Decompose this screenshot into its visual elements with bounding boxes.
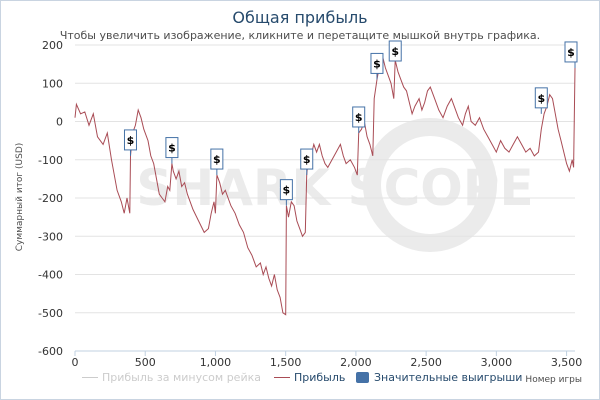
big-win-marker[interactable] <box>564 41 578 63</box>
x-tick-label: 0 <box>72 356 79 369</box>
legend-item-big-wins[interactable]: Значительные выигрыши <box>356 371 522 384</box>
big-win-marker[interactable] <box>165 137 179 159</box>
big-win-marker-symbol: $ <box>373 57 381 70</box>
big-win-marker-symbol: $ <box>391 45 399 58</box>
y-tick-label: -200 <box>38 192 63 205</box>
legend-rake-label: Прибыль за минусом рейка <box>102 371 261 384</box>
big-win-marker[interactable] <box>352 106 366 128</box>
y-tick-label: 200 <box>42 39 63 52</box>
y-tick-label: -500 <box>38 307 63 320</box>
y-tick-label: -400 <box>38 269 63 282</box>
x-tick-label: 1,500 <box>270 356 302 369</box>
big-win-marker-symbol: $ <box>168 142 176 155</box>
legend-big-wins-box-icon <box>356 372 369 383</box>
big-win-marker-symbol: $ <box>537 92 545 105</box>
big-win-marker-symbol: $ <box>213 153 221 166</box>
watermark-text: SHARK SCOPE <box>136 159 533 217</box>
big-win-marker-symbol: $ <box>127 134 135 147</box>
big-win-marker[interactable] <box>279 179 293 201</box>
legend-item-profit[interactable]: Прибыль <box>274 371 345 384</box>
y-tick-label: 100 <box>42 77 63 90</box>
watermark-logo-ring <box>363 118 497 252</box>
profit-series-line[interactable] <box>74 54 576 316</box>
big-win-marker[interactable] <box>370 52 384 74</box>
big-win-marker[interactable] <box>300 148 314 170</box>
legend-profit-label: Прибыль <box>294 371 346 384</box>
big-win-marker-symbol: $ <box>303 153 311 166</box>
x-tick-label: 3,500 <box>551 356 583 369</box>
legend-item-rake[interactable]: Прибыль за минусом рейка <box>82 371 261 384</box>
legend-rake-line-icon <box>82 377 98 378</box>
x-tick-label: 1,000 <box>200 356 232 369</box>
x-tick-label: 500 <box>135 356 156 369</box>
chart-subtitle: Чтобы увеличить изображение, кликните и … <box>59 29 541 42</box>
big-win-marker[interactable] <box>210 148 224 170</box>
big-win-marker[interactable] <box>534 87 548 109</box>
legend-big-wins-label: Значительные выигрыши <box>374 371 523 384</box>
legend: Прибыль за минусом рейка Прибыль Значите… <box>0 371 600 387</box>
x-tick-label: 2,000 <box>340 356 372 369</box>
x-tick-label: 2,500 <box>410 356 442 369</box>
x-tick-label: 3,000 <box>481 356 513 369</box>
big-win-marker-symbol: $ <box>355 111 363 124</box>
y-tick-label: -300 <box>38 230 63 243</box>
y-tick-label: -600 <box>38 345 63 358</box>
big-win-marker[interactable] <box>388 40 402 62</box>
x-axis-label: Номер игры <box>525 375 582 385</box>
chart-title: Общая прибыль <box>232 8 368 27</box>
legend-profit-line-icon <box>274 377 290 378</box>
big-win-marker-symbol: $ <box>283 184 291 197</box>
big-win-marker[interactable] <box>123 129 137 151</box>
y-tick-label: 0 <box>56 116 63 129</box>
y-tick-label: -100 <box>38 154 63 167</box>
big-win-marker-symbol: $ <box>567 46 575 59</box>
y-axis-label: Суммарный итог (USD) <box>15 142 25 252</box>
